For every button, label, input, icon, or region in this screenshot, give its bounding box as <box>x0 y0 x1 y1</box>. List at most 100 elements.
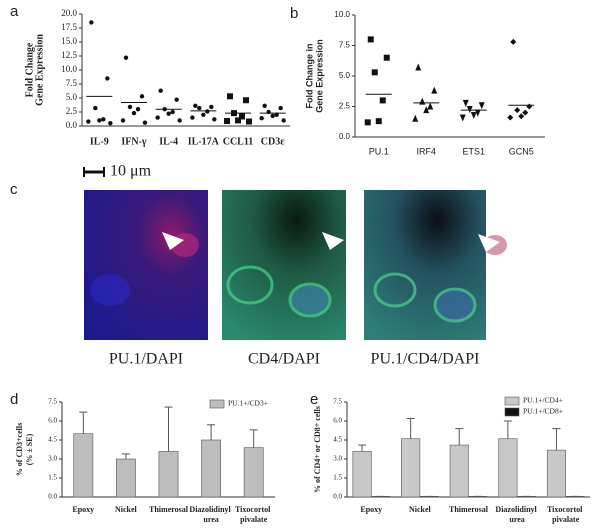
y-tick-label: 7.5 <box>333 398 342 406</box>
legend-label: PU.1+/CD3+ <box>228 399 268 408</box>
x-tick-label: PU.1 <box>369 146 389 156</box>
error-bar <box>406 417 415 439</box>
panel-letter: b <box>290 5 298 22</box>
bar <box>498 438 518 498</box>
x-tick-label: ETS1 <box>462 146 485 156</box>
scale-label: 10 μm <box>110 163 152 180</box>
data-point <box>127 104 133 110</box>
data-point <box>139 94 145 99</box>
data-point <box>120 118 126 123</box>
cell <box>90 274 130 306</box>
data-point <box>371 69 378 76</box>
data-point <box>227 93 233 100</box>
data-point <box>101 117 106 122</box>
y-axis-label: Fold Change <box>24 42 35 97</box>
data-point <box>142 120 148 125</box>
data-point <box>158 88 163 93</box>
y-tick-label: 0.0 <box>48 493 57 501</box>
x-tick-label: Epoxy <box>360 505 382 514</box>
error-bar <box>164 406 173 452</box>
data-point <box>93 105 98 111</box>
y-tick-label: 6.0 <box>48 417 57 425</box>
data-point <box>190 115 195 120</box>
micrograph <box>84 190 208 340</box>
x-tick-label: Diazolidinyl urea <box>189 505 232 524</box>
error-bar <box>249 429 258 448</box>
data-point <box>474 109 481 117</box>
chart: 0.0 1.5 3.0 4.5 6.0 7.5 % of CD3+cells (% ± SE)… <box>15 398 275 524</box>
chart: 0.0 1.5 3.0 4.5 6.0 7.5 % of CD4+ or CD8+ cell… <box>313 396 590 524</box>
y-tick-label: 2.5 <box>66 106 78 116</box>
y-tick-label: 4.5 <box>48 436 57 444</box>
data-point <box>278 105 283 111</box>
y-tick-label: 12.5 <box>61 50 77 60</box>
x-tick-label: Thimerosal <box>149 505 189 514</box>
error-bar <box>455 428 464 446</box>
data-point <box>212 117 217 122</box>
data-point <box>518 113 525 120</box>
data-point <box>105 76 110 81</box>
micrograph <box>222 190 346 340</box>
data-point <box>514 107 521 114</box>
data-point <box>507 114 514 121</box>
data-point <box>174 97 179 102</box>
data-point <box>224 117 230 124</box>
data-point <box>383 54 390 61</box>
error-bar <box>552 428 561 451</box>
data-point <box>209 104 214 110</box>
y-tick-label: 5.0 <box>339 71 351 80</box>
chart: 0.0 2.5 5.0 7.5 10.0 Fold Change in Gene Expre… <box>304 10 545 156</box>
y-tick-label: 0.0 <box>333 493 342 501</box>
bar <box>352 451 372 498</box>
legend-swatch <box>504 396 520 406</box>
cell <box>288 282 332 318</box>
data-point <box>246 118 252 125</box>
data-point <box>201 112 206 118</box>
bar <box>401 438 421 498</box>
bar <box>158 451 179 498</box>
y-tick-label: 10.0 <box>61 64 77 74</box>
data-point <box>412 114 419 122</box>
data-point <box>419 97 426 105</box>
data-point <box>123 55 129 60</box>
y-axis-label: Gene Expression <box>314 39 324 113</box>
x-tick-label: IL-4 <box>159 136 178 147</box>
legend-swatch <box>209 399 225 409</box>
data-point <box>205 109 210 114</box>
micrographs: 10 μm PU.1/DAPI CD4/DAPI PU.1/CD4/DAPI <box>83 163 507 368</box>
legend-swatch <box>504 407 520 417</box>
x-tick-label: IL-9 <box>90 136 109 147</box>
data-point <box>135 107 141 112</box>
x-tick-label: Epoxy <box>72 505 94 514</box>
y-tick-label: 4.5 <box>333 436 342 444</box>
y-axis-label: (% ± SE) <box>25 433 34 465</box>
y-tick-label: 20.0 <box>61 8 77 18</box>
data-point <box>431 86 438 94</box>
bar <box>73 433 94 498</box>
y-tick-label: 0.0 <box>66 120 78 130</box>
bar <box>243 447 264 498</box>
x-tick-label: Tixocortol pivalate <box>235 505 272 524</box>
data-point <box>155 115 160 120</box>
x-tick-label: CD3ε <box>261 136 285 147</box>
data-point <box>89 20 94 25</box>
data-point <box>166 111 171 116</box>
data-point <box>281 118 286 123</box>
data-point <box>170 109 175 115</box>
panel-letter: e <box>310 391 318 408</box>
y-tick-label: 2.5 <box>339 102 351 111</box>
data-point <box>108 121 113 126</box>
y-tick-label: 15.0 <box>61 36 77 46</box>
error-bar <box>121 453 130 459</box>
y-axis-label: % of CD3+cells <box>15 423 24 476</box>
legend-label: PU.1+/CD8+ <box>523 407 563 416</box>
data-point <box>526 103 533 110</box>
arrowhead <box>162 232 184 250</box>
error-bar <box>79 411 88 434</box>
data-point <box>470 112 477 120</box>
y-axis-label: Fold Change in <box>304 44 314 109</box>
cell <box>226 265 274 305</box>
data-point <box>259 115 264 121</box>
y-tick-label: 6.0 <box>333 417 342 425</box>
data-point <box>97 118 102 123</box>
